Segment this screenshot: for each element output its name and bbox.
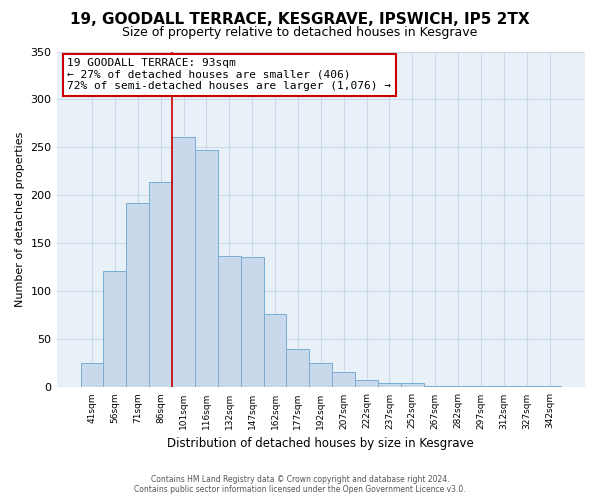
Bar <box>172 137 195 388</box>
Bar <box>469 386 493 388</box>
Bar <box>241 257 263 388</box>
Text: Size of property relative to detached houses in Kesgrave: Size of property relative to detached ho… <box>122 26 478 39</box>
Text: Contains HM Land Registry data © Crown copyright and database right 2024.
Contai: Contains HM Land Registry data © Crown c… <box>134 474 466 494</box>
Text: 19, GOODALL TERRACE, KESGRAVE, IPSWICH, IP5 2TX: 19, GOODALL TERRACE, KESGRAVE, IPSWICH, … <box>70 12 530 28</box>
Bar <box>332 372 355 388</box>
Y-axis label: Number of detached properties: Number of detached properties <box>15 132 25 307</box>
Bar <box>515 386 538 388</box>
Bar <box>538 386 561 388</box>
Bar <box>355 380 378 388</box>
Text: 19 GOODALL TERRACE: 93sqm
← 27% of detached houses are smaller (406)
72% of semi: 19 GOODALL TERRACE: 93sqm ← 27% of detac… <box>67 58 391 92</box>
Bar <box>80 364 103 388</box>
Bar <box>218 256 241 388</box>
Bar <box>424 386 446 388</box>
Bar <box>446 386 469 388</box>
Bar <box>263 314 286 388</box>
Bar <box>401 382 424 388</box>
Bar <box>195 150 218 388</box>
Bar <box>378 382 401 388</box>
Bar <box>149 182 172 388</box>
Bar <box>310 364 332 388</box>
Bar <box>493 386 515 388</box>
X-axis label: Distribution of detached houses by size in Kesgrave: Distribution of detached houses by size … <box>167 437 474 450</box>
Bar <box>286 349 310 388</box>
Bar <box>103 272 127 388</box>
Bar <box>127 203 149 388</box>
